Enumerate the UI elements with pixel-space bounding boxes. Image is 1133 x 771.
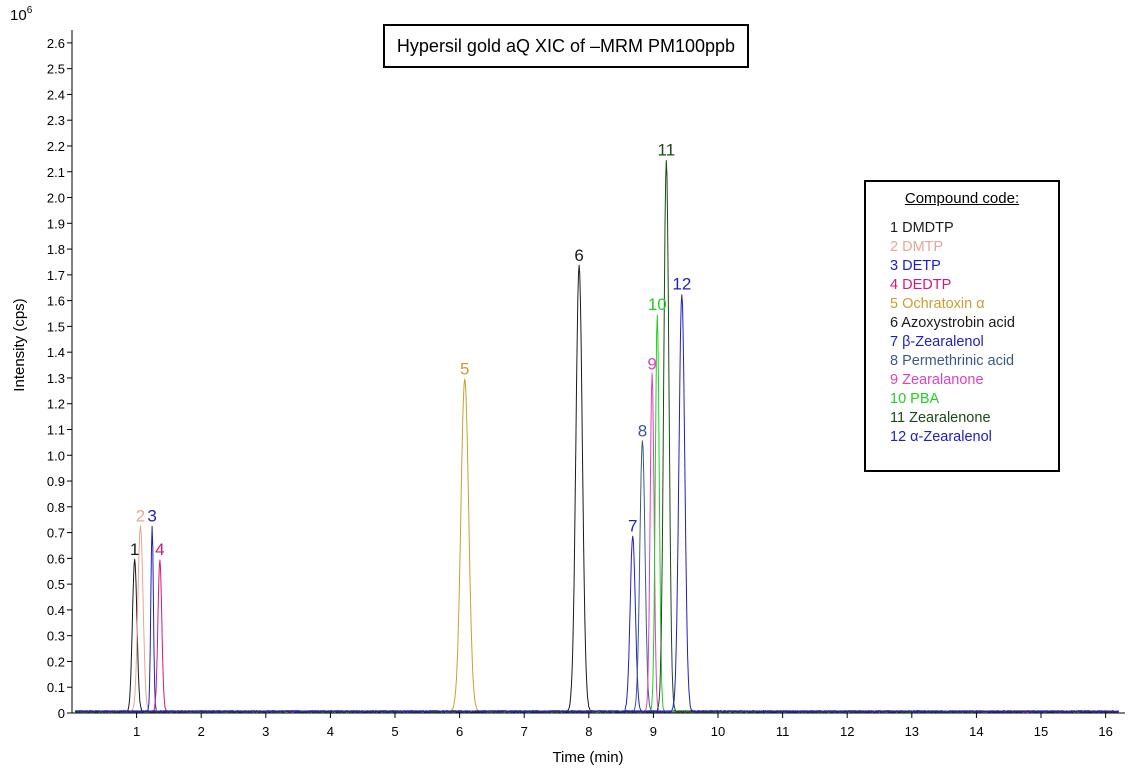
x-tick-label: 3 bbox=[262, 724, 269, 739]
peak-label: 3 bbox=[147, 506, 156, 525]
y-tick-label: 1.4 bbox=[47, 345, 65, 360]
y-tick-label: 0.4 bbox=[47, 603, 65, 618]
legend-item: 5 Ochratoxin α bbox=[890, 296, 985, 312]
y-tick-label: 0.1 bbox=[47, 680, 65, 695]
legend-item: 1 DMDTP bbox=[890, 220, 954, 236]
legend-item: 6 Azoxystrobin acid bbox=[890, 315, 1015, 331]
x-tick-label: 7 bbox=[521, 724, 528, 739]
y-multiplier: 106 bbox=[10, 5, 33, 24]
peak-label: 2 bbox=[136, 506, 145, 525]
y-tick-label: 2.4 bbox=[47, 87, 65, 102]
x-tick-label: 10 bbox=[711, 724, 725, 739]
legend-item: 4 DEDTP bbox=[890, 277, 952, 293]
series-line bbox=[75, 314, 977, 713]
peak-label: 1 bbox=[130, 540, 139, 559]
series-line bbox=[74, 559, 977, 713]
legend-item: 9 Zearalanone bbox=[890, 372, 984, 388]
y-tick-label: 2.3 bbox=[47, 113, 65, 128]
legend-item: 12 α-Zearalenol bbox=[890, 429, 992, 445]
y-tick-label: 1.5 bbox=[47, 319, 65, 334]
y-tick-label: 0.6 bbox=[47, 551, 65, 566]
peak-label: 4 bbox=[155, 540, 164, 559]
legend-item: 2 DMTP bbox=[890, 239, 944, 255]
legend-item: 8 Permethrinic acid bbox=[890, 353, 1015, 369]
y-tick-label: 0.5 bbox=[47, 577, 65, 592]
series-line bbox=[75, 525, 1119, 713]
y-tick-label: 0 bbox=[58, 706, 65, 721]
y-multiplier-base: 10 bbox=[10, 7, 27, 24]
y-tick-label: 2.6 bbox=[47, 36, 65, 51]
x-tick-label: 4 bbox=[327, 724, 334, 739]
peak-label: 6 bbox=[574, 246, 583, 265]
x-tick-label: 16 bbox=[1098, 724, 1112, 739]
x-tick-label: 13 bbox=[905, 724, 919, 739]
series-line bbox=[74, 525, 1119, 713]
x-tick-label: 6 bbox=[456, 724, 463, 739]
x-tick-label: 8 bbox=[585, 724, 592, 739]
legend: Compound code: 1 DMDTP 2 DMTP 3 DETP 4 DEDT… bbox=[864, 180, 1060, 472]
peak-label: 8 bbox=[638, 421, 647, 440]
y-tick-label: 2.2 bbox=[47, 139, 65, 154]
peak-label: 9 bbox=[647, 354, 656, 373]
y-tick-label: 1.7 bbox=[47, 268, 65, 283]
y-tick-label: 0.2 bbox=[47, 654, 65, 669]
legend-item: 3 DETP bbox=[890, 258, 941, 274]
y-tick-label: 0.9 bbox=[47, 474, 65, 489]
chart-title-box: Hypersil gold aQ XIC of –MRM PM100ppb bbox=[383, 24, 749, 68]
axes: 0 0.1 0.2 0.3 0.4 0.5 0.6 0.7 0.8 0.9 1.0 1.1 1.2 1.3… bbox=[47, 30, 1125, 739]
y-tick-label: 1.2 bbox=[47, 397, 65, 412]
y-tick-label: 0.7 bbox=[47, 526, 65, 541]
y-tick-label: 1.0 bbox=[47, 448, 65, 463]
y-tick-label: 2.0 bbox=[47, 191, 65, 206]
peak-label: 11 bbox=[658, 140, 676, 159]
x-tick-label: 14 bbox=[969, 724, 983, 739]
y-tick-label: 1.9 bbox=[47, 216, 65, 231]
legend-title: Compound code: bbox=[904, 190, 1020, 207]
y-tick-label: 1.6 bbox=[47, 294, 65, 309]
peak-label: 12 bbox=[672, 274, 691, 293]
legend-item: 10 PBA bbox=[890, 391, 940, 407]
legend-item: 11 Zearalenone bbox=[890, 410, 991, 426]
chart-title: Hypersil gold aQ XIC of –MRM PM100ppb bbox=[396, 35, 736, 56]
x-tick-label: 1 bbox=[133, 724, 140, 739]
y-tick-label: 2.5 bbox=[47, 62, 65, 77]
x-axis-label: Time (min) bbox=[552, 749, 623, 766]
peak-label: 5 bbox=[460, 360, 469, 379]
series-line bbox=[75, 558, 977, 713]
peak-label: 10 bbox=[648, 295, 667, 314]
series-line bbox=[74, 294, 1119, 713]
x-tick-label: 12 bbox=[840, 724, 854, 739]
series-line bbox=[74, 440, 1119, 713]
peak-label: 7 bbox=[628, 517, 637, 536]
x-tick-label: 2 bbox=[198, 724, 205, 739]
y-tick-label: 1.3 bbox=[47, 371, 65, 386]
x-tick-label: 11 bbox=[776, 724, 790, 739]
x-tick-label: 5 bbox=[391, 724, 398, 739]
y-tick-label: 0.3 bbox=[47, 629, 65, 644]
y-tick-label: 1.8 bbox=[47, 242, 65, 257]
y-tick-label: 1.1 bbox=[47, 422, 65, 437]
legend-item: 7 β-Zearalenol bbox=[890, 334, 984, 350]
x-tick-label: 9 bbox=[650, 724, 657, 739]
y-multiplier-exponent: 6 bbox=[27, 5, 33, 16]
series-lines bbox=[74, 160, 1119, 713]
series-line bbox=[74, 535, 977, 713]
y-tick-label: 2.1 bbox=[47, 165, 65, 180]
y-tick-label: 0.8 bbox=[47, 500, 65, 515]
y-axis-label: Intensity (cps) bbox=[11, 298, 28, 391]
x-tick-label: 15 bbox=[1034, 724, 1048, 739]
